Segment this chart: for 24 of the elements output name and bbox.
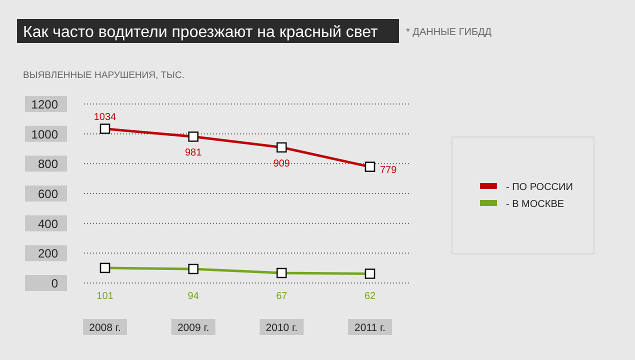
chart-title: Как часто водители проезжают на красный свет: [23, 24, 379, 41]
y-tick-label: 1200: [31, 98, 58, 112]
y-tick-label: 400: [38, 216, 58, 231]
legend-label: - В МОСКВЕ: [506, 199, 564, 210]
x-tick-label: 2010 г.: [266, 322, 298, 334]
x-tick-label: 2008 г.: [89, 322, 121, 334]
y-tick-label: 0: [51, 276, 58, 290]
y-tick-label: 800: [38, 157, 58, 172]
data-label: 909: [273, 158, 290, 170]
data-label: 62: [364, 291, 376, 302]
text: * ДАННЫЕ ГИБДД: [406, 27, 492, 38]
data-label: 67: [276, 291, 288, 302]
y-tick-label: 600: [38, 187, 58, 201]
data-label: 779: [380, 164, 398, 176]
data-label: 1034: [94, 112, 117, 123]
y-tick-label: 200: [38, 246, 58, 261]
x-tick-label: 2011 г.: [354, 322, 386, 334]
y-axis-title: ВЫЯВЛЕННЫЕ НАРУШЕНИЯ, ТЫС.: [23, 70, 184, 81]
y-tick-label: 1000: [31, 127, 58, 142]
data-label: 101: [96, 291, 114, 302]
legend-label: - ПО РОССИИ: [506, 182, 573, 193]
data-label: 94: [188, 291, 200, 302]
data-label: 981: [184, 148, 202, 159]
x-tick-label: 2009 г.: [177, 322, 210, 334]
